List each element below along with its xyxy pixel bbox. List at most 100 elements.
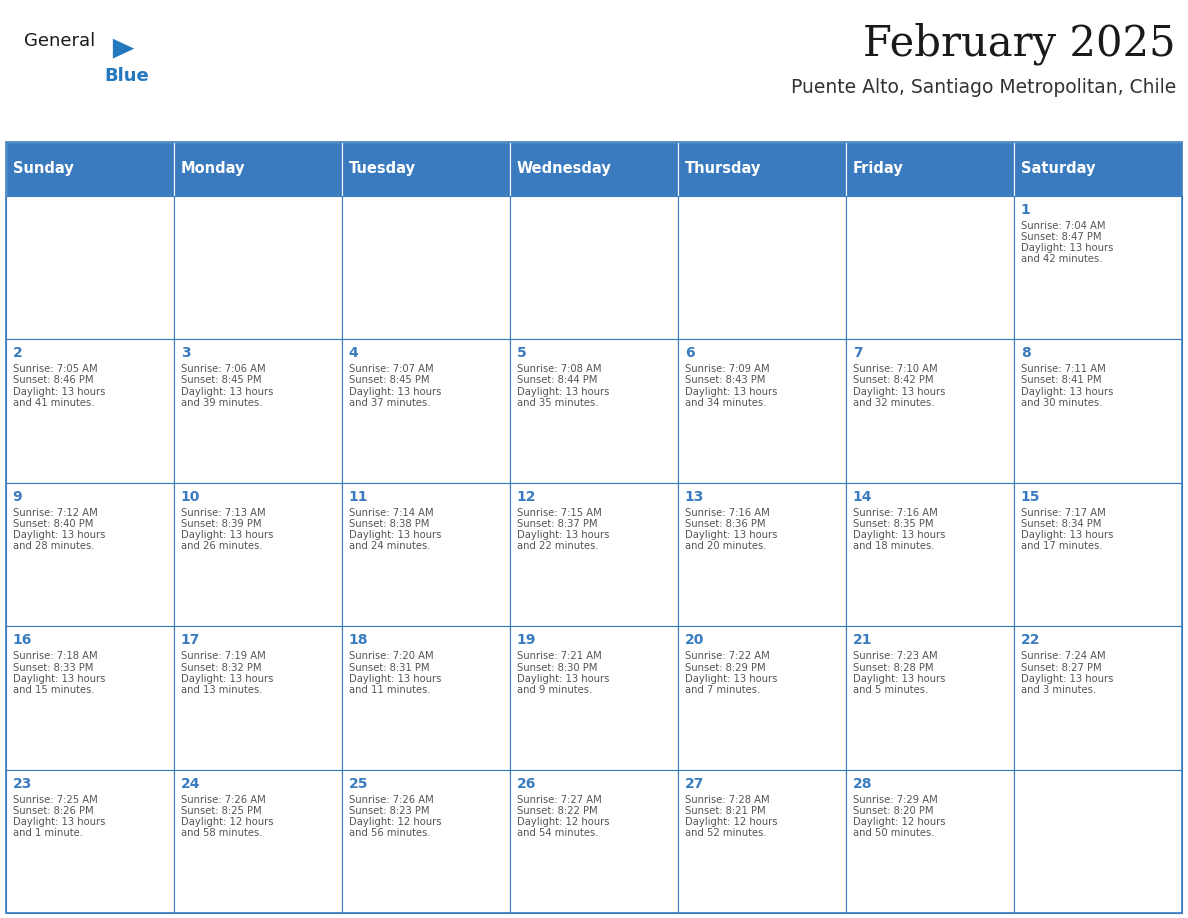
Text: 3: 3	[181, 346, 190, 360]
Text: Sunrise: 7:16 AM: Sunrise: 7:16 AM	[684, 508, 770, 518]
Text: Sunset: 8:37 PM: Sunset: 8:37 PM	[517, 519, 598, 529]
Bar	[1015, 196, 1182, 339]
Text: and 7 minutes.: and 7 minutes.	[684, 685, 760, 695]
Text: and 52 minutes.: and 52 minutes.	[684, 828, 766, 838]
Text: Friday: Friday	[853, 162, 904, 176]
Text: Sunrise: 7:22 AM: Sunrise: 7:22 AM	[684, 652, 770, 662]
Bar	[510, 483, 678, 626]
Bar	[846, 142, 1015, 196]
Text: Daylight: 13 hours: Daylight: 13 hours	[13, 674, 105, 684]
Text: Daylight: 13 hours: Daylight: 13 hours	[13, 531, 105, 540]
Text: 4: 4	[349, 346, 359, 360]
Bar	[1015, 142, 1182, 196]
Text: Daylight: 13 hours: Daylight: 13 hours	[349, 386, 441, 397]
Text: Daylight: 13 hours: Daylight: 13 hours	[1020, 674, 1113, 684]
Text: Sunset: 8:20 PM: Sunset: 8:20 PM	[853, 806, 934, 816]
Text: 9: 9	[13, 490, 23, 504]
Text: 17: 17	[181, 633, 200, 647]
Text: and 1 minute.: and 1 minute.	[13, 828, 83, 838]
Text: Sunset: 8:31 PM: Sunset: 8:31 PM	[349, 663, 429, 673]
Text: Sunset: 8:45 PM: Sunset: 8:45 PM	[349, 375, 429, 386]
Text: Thursday: Thursday	[684, 162, 762, 176]
Bar	[173, 626, 342, 770]
Text: Daylight: 12 hours: Daylight: 12 hours	[517, 817, 609, 827]
Text: Sunrise: 7:04 AM: Sunrise: 7:04 AM	[1020, 220, 1105, 230]
Bar	[678, 142, 846, 196]
Bar	[1015, 483, 1182, 626]
Bar	[173, 196, 342, 339]
Text: Daylight: 12 hours: Daylight: 12 hours	[349, 817, 441, 827]
Text: Daylight: 13 hours: Daylight: 13 hours	[181, 386, 273, 397]
Text: Daylight: 13 hours: Daylight: 13 hours	[13, 386, 105, 397]
Bar	[846, 770, 1015, 913]
Text: and 54 minutes.: and 54 minutes.	[517, 828, 599, 838]
Text: 20: 20	[684, 633, 704, 647]
Text: Sunrise: 7:09 AM: Sunrise: 7:09 AM	[684, 364, 770, 375]
Bar	[6, 196, 173, 339]
Text: and 15 minutes.: and 15 minutes.	[13, 685, 94, 695]
Text: Sunset: 8:42 PM: Sunset: 8:42 PM	[853, 375, 934, 386]
Text: and 41 minutes.: and 41 minutes.	[13, 397, 94, 408]
Text: and 9 minutes.: and 9 minutes.	[517, 685, 592, 695]
Text: Daylight: 13 hours: Daylight: 13 hours	[13, 817, 105, 827]
Text: Sunrise: 7:12 AM: Sunrise: 7:12 AM	[13, 508, 97, 518]
Text: Monday: Monday	[181, 162, 245, 176]
Text: Tuesday: Tuesday	[349, 162, 416, 176]
Bar	[510, 626, 678, 770]
Text: Sunrise: 7:26 AM: Sunrise: 7:26 AM	[349, 795, 434, 805]
Text: Daylight: 13 hours: Daylight: 13 hours	[349, 531, 441, 540]
Bar	[846, 196, 1015, 339]
Text: and 22 minutes.: and 22 minutes.	[517, 542, 599, 552]
Text: and 50 minutes.: and 50 minutes.	[853, 828, 934, 838]
Text: 19: 19	[517, 633, 536, 647]
Text: Sunset: 8:36 PM: Sunset: 8:36 PM	[684, 519, 765, 529]
Bar	[173, 770, 342, 913]
Text: Daylight: 13 hours: Daylight: 13 hours	[181, 531, 273, 540]
Text: Sunrise: 7:25 AM: Sunrise: 7:25 AM	[13, 795, 97, 805]
Bar	[6, 770, 173, 913]
Text: Sunset: 8:39 PM: Sunset: 8:39 PM	[181, 519, 261, 529]
Bar	[678, 770, 846, 913]
Text: Sunset: 8:25 PM: Sunset: 8:25 PM	[181, 806, 261, 816]
Text: Sunset: 8:29 PM: Sunset: 8:29 PM	[684, 663, 765, 673]
Bar	[342, 196, 510, 339]
Text: Sunset: 8:23 PM: Sunset: 8:23 PM	[349, 806, 429, 816]
Bar	[678, 483, 846, 626]
Text: Sunset: 8:32 PM: Sunset: 8:32 PM	[181, 663, 261, 673]
Text: and 37 minutes.: and 37 minutes.	[349, 397, 430, 408]
Text: 27: 27	[684, 777, 704, 791]
Text: Sunrise: 7:29 AM: Sunrise: 7:29 AM	[853, 795, 937, 805]
Bar	[173, 142, 342, 196]
Text: and 26 minutes.: and 26 minutes.	[181, 542, 263, 552]
Text: Sunset: 8:47 PM: Sunset: 8:47 PM	[1020, 232, 1101, 241]
Text: 6: 6	[684, 346, 694, 360]
Text: 25: 25	[349, 777, 368, 791]
Text: 2: 2	[13, 346, 23, 360]
Text: 21: 21	[853, 633, 872, 647]
Text: and 5 minutes.: and 5 minutes.	[853, 685, 928, 695]
Text: and 24 minutes.: and 24 minutes.	[349, 542, 430, 552]
Text: Sunrise: 7:13 AM: Sunrise: 7:13 AM	[181, 508, 265, 518]
Bar	[173, 339, 342, 483]
Text: Sunrise: 7:07 AM: Sunrise: 7:07 AM	[349, 364, 434, 375]
Text: Sunrise: 7:20 AM: Sunrise: 7:20 AM	[349, 652, 434, 662]
Text: and 18 minutes.: and 18 minutes.	[853, 542, 934, 552]
Text: Sunrise: 7:14 AM: Sunrise: 7:14 AM	[349, 508, 434, 518]
Text: 1: 1	[1020, 203, 1030, 217]
Bar	[342, 142, 510, 196]
Text: Wednesday: Wednesday	[517, 162, 612, 176]
Text: 28: 28	[853, 777, 872, 791]
Text: Daylight: 13 hours: Daylight: 13 hours	[517, 386, 609, 397]
Text: and 58 minutes.: and 58 minutes.	[181, 828, 263, 838]
Text: Daylight: 13 hours: Daylight: 13 hours	[181, 674, 273, 684]
Text: 18: 18	[349, 633, 368, 647]
Text: Sunrise: 7:26 AM: Sunrise: 7:26 AM	[181, 795, 265, 805]
Text: 24: 24	[181, 777, 200, 791]
Text: 26: 26	[517, 777, 536, 791]
Text: Sunday: Sunday	[13, 162, 74, 176]
Text: Sunrise: 7:08 AM: Sunrise: 7:08 AM	[517, 364, 601, 375]
Text: and 56 minutes.: and 56 minutes.	[349, 828, 430, 838]
Text: Daylight: 13 hours: Daylight: 13 hours	[684, 386, 777, 397]
Text: 23: 23	[13, 777, 32, 791]
Text: and 20 minutes.: and 20 minutes.	[684, 542, 766, 552]
